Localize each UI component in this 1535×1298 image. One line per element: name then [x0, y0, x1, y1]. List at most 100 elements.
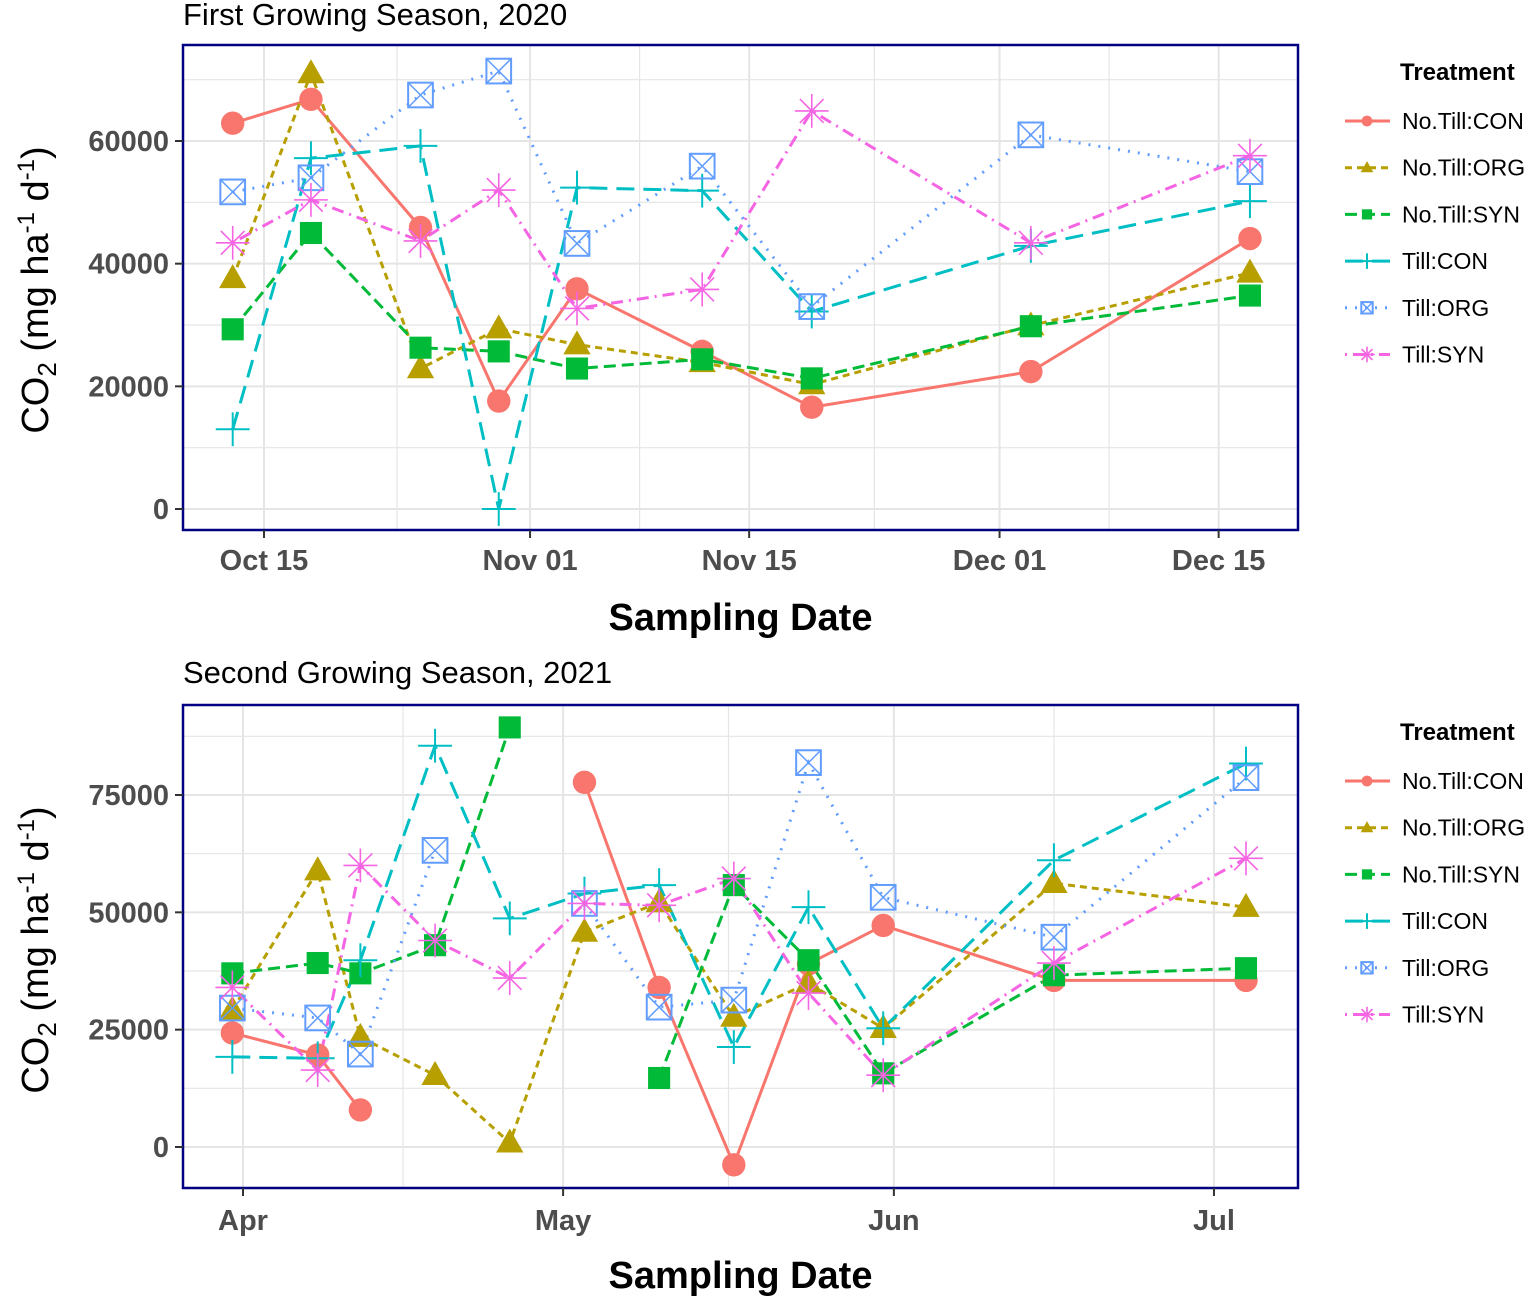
legend-label: No.Till:CON [1402, 108, 1524, 134]
box-diag [1233, 764, 1259, 791]
data-point-till-con [343, 943, 378, 978]
data-point-no-till-org [1236, 258, 1264, 283]
data-point-no-till-org [304, 856, 332, 881]
x-tick-label: Oct 15 [220, 545, 309, 577]
box-diag [720, 987, 747, 1013]
circle-marker [800, 395, 824, 419]
data-point-till-con [294, 141, 328, 176]
legend-key-asterisk-icon [1359, 346, 1375, 363]
data-point-till-syn [215, 970, 250, 1005]
square-marker [1361, 869, 1373, 880]
triangle-marker [421, 1060, 449, 1085]
box-diag [347, 1041, 374, 1067]
triangle-marker [720, 1002, 748, 1027]
data-point-no-till-con [722, 1153, 746, 1177]
triangle-marker [406, 354, 435, 379]
box-marker [1360, 301, 1374, 315]
panel-2020: 0 20000 40000 60000 Oct 15 Nov 01 Nov 15 Dec 01… [13, 0, 1525, 639]
box-diag [646, 994, 673, 1021]
triangle-marker [1040, 868, 1068, 893]
y-axis-title-main: CO [15, 1037, 57, 1094]
data-point-till-con [492, 901, 527, 936]
asterisk-ray [721, 866, 747, 891]
data-point-no-till-con [565, 277, 589, 301]
y-tick-label: 25000 [88, 1015, 169, 1047]
legend-item: Till:SYN [1345, 342, 1484, 368]
asterisk-ray [305, 1057, 331, 1083]
data-point-till-org [219, 178, 247, 206]
data-point-no-till-con [299, 87, 323, 111]
legend-label: Till:CON [1402, 248, 1488, 274]
data-point-till-syn [403, 224, 438, 258]
legend-label: Till:CON [1402, 908, 1488, 934]
square-marker [648, 1066, 671, 1090]
box-diag [422, 837, 448, 864]
data-point-till-syn [418, 923, 452, 958]
asterisk-ray [486, 177, 512, 203]
box-diag [1017, 121, 1044, 148]
legend-key-square-icon [1361, 209, 1373, 220]
triangle-marker [1360, 161, 1374, 173]
box-diag [219, 995, 246, 1021]
data-point-till-syn [481, 173, 516, 207]
box-diag [795, 749, 822, 776]
square-marker [306, 951, 329, 975]
circle-marker [871, 913, 895, 938]
legend-item: No.Till:SYN [1345, 861, 1520, 887]
box-marker [421, 837, 449, 864]
data-point-no-till-syn [487, 340, 510, 363]
data-point-no-till-org [1040, 868, 1068, 893]
data-point-no-till-syn [299, 221, 322, 245]
data-point-no-till-syn [691, 348, 714, 371]
legend-item: Till:CON [1345, 248, 1488, 274]
data-point-no-till-syn [800, 367, 823, 390]
y-axis-title-sup_a: -1 [13, 212, 40, 233]
box-marker [1232, 764, 1260, 791]
asterisk-ray [1041, 950, 1067, 976]
circle-marker [1361, 775, 1373, 787]
legend-item: No.Till:CON [1345, 108, 1524, 134]
triangle-marker [1360, 821, 1374, 833]
square-marker [1238, 284, 1261, 307]
series-line-till-syn [231, 857, 1247, 1078]
square-marker [691, 348, 714, 371]
data-point-till-org [798, 293, 826, 320]
triangle-marker [570, 917, 599, 942]
data-point-till-org [485, 57, 513, 85]
data-point-no-till-con [1019, 359, 1043, 384]
data-point-till-syn [343, 848, 378, 883]
triangle-marker [1236, 258, 1264, 283]
data-point-till-con [794, 294, 829, 329]
data-point-till-syn [1037, 946, 1071, 980]
square-marker [800, 367, 823, 390]
data-point-no-till-syn [1019, 315, 1042, 338]
data-point-no-till-org [219, 264, 247, 289]
data-point-till-syn [300, 1053, 335, 1087]
legend-key-square-icon [1361, 869, 1373, 880]
data-point-till-syn [567, 886, 602, 921]
data-point-till-org [869, 883, 897, 911]
data-point-no-till-con [348, 1098, 373, 1122]
legend-item: Till:ORG [1345, 295, 1489, 321]
box-diag [564, 230, 590, 257]
triangle-marker [1232, 892, 1260, 917]
legend-item: No.Till:ORG [1345, 815, 1525, 841]
box-marker [645, 993, 673, 1021]
legend-label: Till:SYN [1402, 1002, 1484, 1028]
y-axis-title-sup_a: -1 [13, 872, 40, 893]
data-point-no-till-org [720, 1002, 748, 1027]
y-axis-title-sub: 2 [32, 362, 62, 376]
asterisk-ray [408, 228, 433, 254]
data-point-no-till-con [572, 770, 597, 795]
legend-item: No.Till:SYN [1345, 201, 1520, 227]
data-point-till-org [347, 1040, 374, 1068]
legend-key-circle-icon [1361, 775, 1373, 787]
triangle-marker [304, 856, 332, 881]
y-axis-title-unit_a: (mg ha [15, 233, 57, 363]
triangle-marker [485, 314, 513, 339]
asterisk-ray [1360, 1008, 1374, 1021]
data-point-no-till-syn [409, 336, 432, 359]
data-point-no-till-org [570, 917, 599, 942]
legend-item: Till:CON [1345, 908, 1488, 934]
data-point-till-syn [294, 182, 328, 217]
